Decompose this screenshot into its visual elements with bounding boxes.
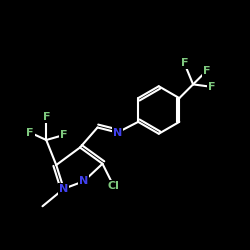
Text: F: F: [60, 130, 68, 140]
Text: F: F: [203, 66, 210, 76]
Text: N: N: [79, 176, 88, 186]
Text: N: N: [113, 128, 122, 138]
Text: Cl: Cl: [108, 181, 120, 191]
Text: F: F: [42, 112, 50, 122]
Text: N: N: [59, 184, 69, 194]
Text: F: F: [26, 128, 34, 138]
Text: F: F: [208, 82, 216, 92]
Text: F: F: [180, 58, 188, 68]
